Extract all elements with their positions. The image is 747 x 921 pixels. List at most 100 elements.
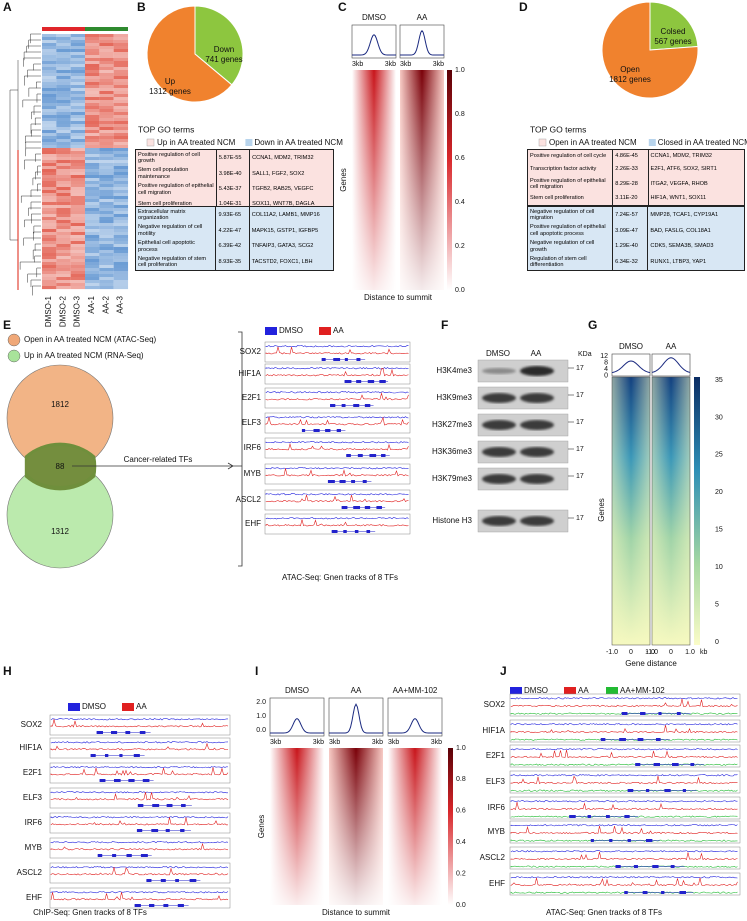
- go-cell: TGFB2, RAB25, VEGFC: [252, 186, 314, 193]
- heatmap-cell: [113, 73, 129, 77]
- track-box: [509, 796, 741, 820]
- heatmap-cell: [56, 178, 71, 182]
- axis-label: Distance to summit: [364, 293, 433, 302]
- heatmap-cell: [42, 190, 57, 194]
- heatmap-cell: [70, 217, 86, 221]
- go-row: Positive regulation of epithelial cell m…: [136, 181, 334, 198]
- column-label: DMSO: [619, 342, 643, 351]
- go-cell: Stem cell proliferation: [138, 200, 192, 207]
- heatmap-cell: [56, 175, 71, 179]
- heatmap-cell: [56, 37, 71, 41]
- heatmap-cell: [113, 91, 129, 95]
- heatmap-cell: [113, 250, 129, 254]
- exon: [646, 789, 650, 792]
- blot-band: [520, 366, 554, 376]
- heatmap-cell: [99, 88, 114, 92]
- heatmap-cell: [70, 124, 86, 128]
- heatmap-cell: [70, 256, 86, 260]
- exon: [364, 506, 371, 509]
- heatmap-cell: [113, 223, 129, 227]
- heatmap-fade: [270, 748, 324, 905]
- heatmap-cell: [99, 253, 114, 257]
- heatmap-cell: [84, 157, 100, 161]
- exon: [160, 879, 166, 882]
- go-cell: 6.34E-32: [612, 254, 649, 271]
- column-label: AA: [666, 342, 677, 351]
- heatmap-cell: [113, 211, 129, 215]
- heatmap-cell: [99, 283, 114, 287]
- panel-label: J: [500, 664, 507, 678]
- blot-band: [520, 474, 554, 484]
- heatmap-cell: [84, 166, 100, 170]
- signal-track: [510, 877, 738, 887]
- sample-label: AA-2: [101, 295, 110, 313]
- exon: [111, 731, 118, 734]
- panel-label: B: [137, 0, 146, 14]
- blot-band: [520, 447, 554, 457]
- heatmap-cell: [42, 178, 57, 182]
- heatmap-cell: [84, 88, 100, 92]
- go-heading: TOP GO terms: [530, 124, 586, 134]
- heatmap-cell: [42, 64, 57, 68]
- heatmap-cell: [56, 202, 71, 206]
- gene-label: E2F1: [242, 393, 262, 402]
- go-cell: 8.29E-28: [612, 176, 649, 192]
- heatmap-cell: [70, 34, 86, 38]
- legend-swatch: [319, 327, 331, 335]
- blot-band: [482, 474, 516, 484]
- heatmap-cell: [56, 226, 71, 230]
- go-cell: 2.26E-33: [612, 163, 649, 176]
- heatmap-cell: [99, 259, 114, 263]
- gene-label: SOX2: [240, 347, 262, 356]
- heatmap-cell: [99, 244, 114, 248]
- heatmap-cell: [99, 76, 114, 80]
- go-row: Regulation of stem cell differentiation 6…: [528, 254, 745, 271]
- colorbar-tick: 0.4: [456, 839, 466, 846]
- heatmap-cell: [70, 271, 86, 275]
- blot-label: H3K9me3: [436, 393, 472, 402]
- heatmap-cell: [56, 244, 71, 248]
- profile-tick: 2.0: [256, 699, 266, 706]
- heatmap-cell: [42, 121, 57, 125]
- heatmap-cell: [70, 280, 86, 284]
- heatmap-cell: [56, 52, 71, 56]
- heatmap-cell: [70, 169, 86, 173]
- go-cell: 8.93E-35: [215, 254, 250, 271]
- heatmap-cell: [99, 229, 114, 233]
- heatmap-cell: [113, 241, 129, 245]
- heatmap-cell: [42, 61, 57, 65]
- heatmap-cell: [70, 274, 86, 278]
- go-row: Stem cell proliferation 3.11E-20 HIF1A, WN…: [528, 191, 745, 206]
- gene-label: ELF3: [242, 418, 262, 427]
- legend-text: Up in AA treated NCM (RNA-Seq): [24, 351, 144, 360]
- track-box: [509, 719, 741, 743]
- heatmap-cell: [99, 157, 114, 161]
- heatmap-cell: [84, 256, 100, 260]
- signal-track: [510, 789, 738, 792]
- signal-track: [50, 867, 229, 876]
- legend-text: Up in AA treated NCM: [157, 138, 236, 147]
- heatmap-cell: [42, 115, 57, 119]
- exon: [146, 879, 152, 882]
- heatmap-cell: [113, 274, 129, 278]
- heatmap-cell: [84, 94, 100, 98]
- sample-label: DMSO-3: [73, 295, 82, 327]
- go-cell: 4.22E-47: [215, 222, 250, 239]
- heatmap-cell: [56, 163, 71, 167]
- signal-track: [510, 839, 738, 842]
- blot-label: H3K36me3: [432, 447, 473, 456]
- heatmap-cell: [84, 202, 100, 206]
- heatmap-cell: [70, 184, 86, 188]
- colorbar-tick: 10: [715, 564, 723, 571]
- heatmap-fade: [652, 377, 690, 645]
- heatmap-cell: [113, 136, 129, 140]
- heatmap-cell: [113, 148, 129, 152]
- heatmap-cell: [113, 208, 129, 212]
- heatmap-cell: [99, 106, 114, 110]
- heatmap-cell: [113, 49, 129, 53]
- legend-swatch: [606, 687, 618, 695]
- heatmap-cell: [84, 142, 100, 146]
- go-cell: COL11A2, LAMB1, MMP16: [251, 211, 320, 218]
- heatmap-cell: [84, 109, 100, 113]
- heatmap-cell: [113, 76, 129, 80]
